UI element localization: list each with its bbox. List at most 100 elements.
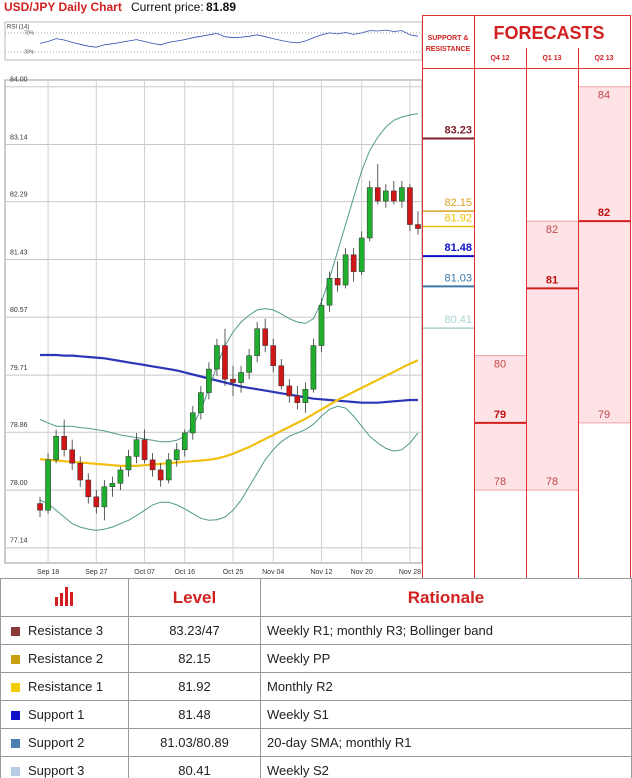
level-cell: 82.15 xyxy=(128,644,261,673)
plot-frame xyxy=(4,79,423,564)
header-cell: Level xyxy=(128,578,261,617)
candle-body xyxy=(77,462,84,481)
rsi-line xyxy=(39,29,419,48)
candle-body xyxy=(93,496,100,508)
candle-body xyxy=(53,436,59,461)
y-tick-label: 78.00 xyxy=(10,480,28,487)
candle-body xyxy=(302,388,309,403)
forecast-mid-label: 81 xyxy=(546,274,558,286)
candle-body xyxy=(69,449,76,464)
candle-body xyxy=(262,328,269,346)
candle-body xyxy=(415,224,421,229)
candle-body xyxy=(382,190,389,202)
name-cell: Support 1 xyxy=(0,700,129,729)
rationale-cell: Weekly PP xyxy=(260,644,632,673)
y-tick-label: 78.86 xyxy=(10,422,28,429)
candle-body xyxy=(222,345,228,380)
forecast-high-label: 84 xyxy=(598,90,610,102)
candle-body xyxy=(181,432,188,450)
overlay-line xyxy=(39,405,419,531)
candle-body xyxy=(149,459,156,471)
color-swatch xyxy=(11,683,20,693)
candle-body xyxy=(125,456,132,471)
forecast-mid-label: 79 xyxy=(494,409,506,421)
level-label: 83.23 xyxy=(444,124,472,136)
name-cell: Resistance 1 xyxy=(0,672,129,701)
candle-body xyxy=(157,469,164,481)
candle-body xyxy=(37,503,43,511)
candle-body xyxy=(238,372,244,383)
candle-body xyxy=(318,304,325,346)
column-dividers xyxy=(422,15,631,578)
rationale-cell: Weekly S1 xyxy=(260,700,632,729)
current-price: 81.89 xyxy=(206,0,236,14)
candle-body xyxy=(189,412,196,434)
x-tick-label: Nov 28 xyxy=(399,569,421,576)
table-row: Resistance 2 82.15 Weekly PP xyxy=(0,644,632,673)
level-cell: 83.23/47 xyxy=(128,616,261,645)
candle-body xyxy=(230,378,236,383)
rationale-cell: Weekly S2 xyxy=(260,756,632,778)
candle-body xyxy=(366,187,373,239)
candle-body xyxy=(109,483,116,487)
candle-body xyxy=(165,459,172,481)
x-tick-label: Oct 16 xyxy=(174,569,195,576)
candle-body xyxy=(198,392,204,414)
candle-body xyxy=(278,365,285,387)
x-tick-label: Nov 20 xyxy=(351,569,373,576)
candle-body xyxy=(141,439,148,461)
x-tick-label: Sep 18 xyxy=(37,569,59,576)
candle-body xyxy=(326,278,333,306)
y-tick-label: 79.71 xyxy=(10,365,28,372)
level-label: 81.48 xyxy=(444,242,472,254)
candle-body xyxy=(374,187,381,202)
table-row: Resistance 1 81.92 Monthly R2 xyxy=(0,672,632,701)
forecast-low-label: 79 xyxy=(598,409,610,421)
candle-body xyxy=(270,345,277,366)
level-name: Support 3 xyxy=(28,763,85,778)
name-cell: Resistance 3 xyxy=(0,616,129,645)
icon-cell xyxy=(0,578,129,617)
rsi-title: RSI (14) xyxy=(7,25,29,31)
forecast-range xyxy=(579,86,630,423)
level-cell: 81.92 xyxy=(128,672,261,701)
x-tick-label: Nov 12 xyxy=(310,569,332,576)
level-cell: 81.03/80.89 xyxy=(128,728,261,757)
sr-title: SUPPORT & xyxy=(428,35,469,42)
level-cell: 81.48 xyxy=(128,700,261,729)
candle-body xyxy=(61,436,67,450)
x-tick-label: Oct 07 xyxy=(134,569,155,576)
level-name: Support 1 xyxy=(28,707,85,722)
rationale-cell: Weekly R1; monthly R3; Bollinger band xyxy=(260,616,632,645)
level-name: Resistance 3 xyxy=(28,623,104,638)
price-label: Current price: xyxy=(131,0,204,14)
candle-body xyxy=(310,345,317,390)
overlay-line xyxy=(39,113,419,443)
candle-body xyxy=(206,368,212,393)
level-name: Resistance 1 xyxy=(28,679,104,694)
candle-body xyxy=(254,328,260,356)
name-cell: Support 2 xyxy=(0,728,129,757)
color-swatch xyxy=(11,655,20,665)
candle-body xyxy=(342,254,349,286)
color-swatch xyxy=(11,767,20,777)
level-label: 81.92 xyxy=(444,212,472,224)
candle-body xyxy=(358,237,365,272)
color-swatch xyxy=(11,711,20,721)
table-row: Resistance 3 83.23/47 Weekly R1; monthly R… xyxy=(0,616,632,645)
levels-table: Level Rationale Resistance 3 83.23/47 Week… xyxy=(0,578,632,778)
forecast-high-label: 82 xyxy=(546,224,558,236)
forecast-low-label: 78 xyxy=(546,476,558,488)
candle-body xyxy=(133,439,140,457)
table-header: Level Rationale xyxy=(0,578,632,617)
color-swatch xyxy=(11,739,20,749)
rsi-tick-label: 30% xyxy=(24,49,35,55)
table-row: Support 3 80.41 Weekly S2 xyxy=(0,756,632,778)
y-tick-label: 84.00 xyxy=(10,77,28,84)
candle-body xyxy=(45,459,51,511)
header-cell: Rationale xyxy=(260,578,632,617)
level-label: 81.03 xyxy=(444,272,472,284)
candle-body xyxy=(350,254,357,272)
candle-body xyxy=(286,385,293,397)
